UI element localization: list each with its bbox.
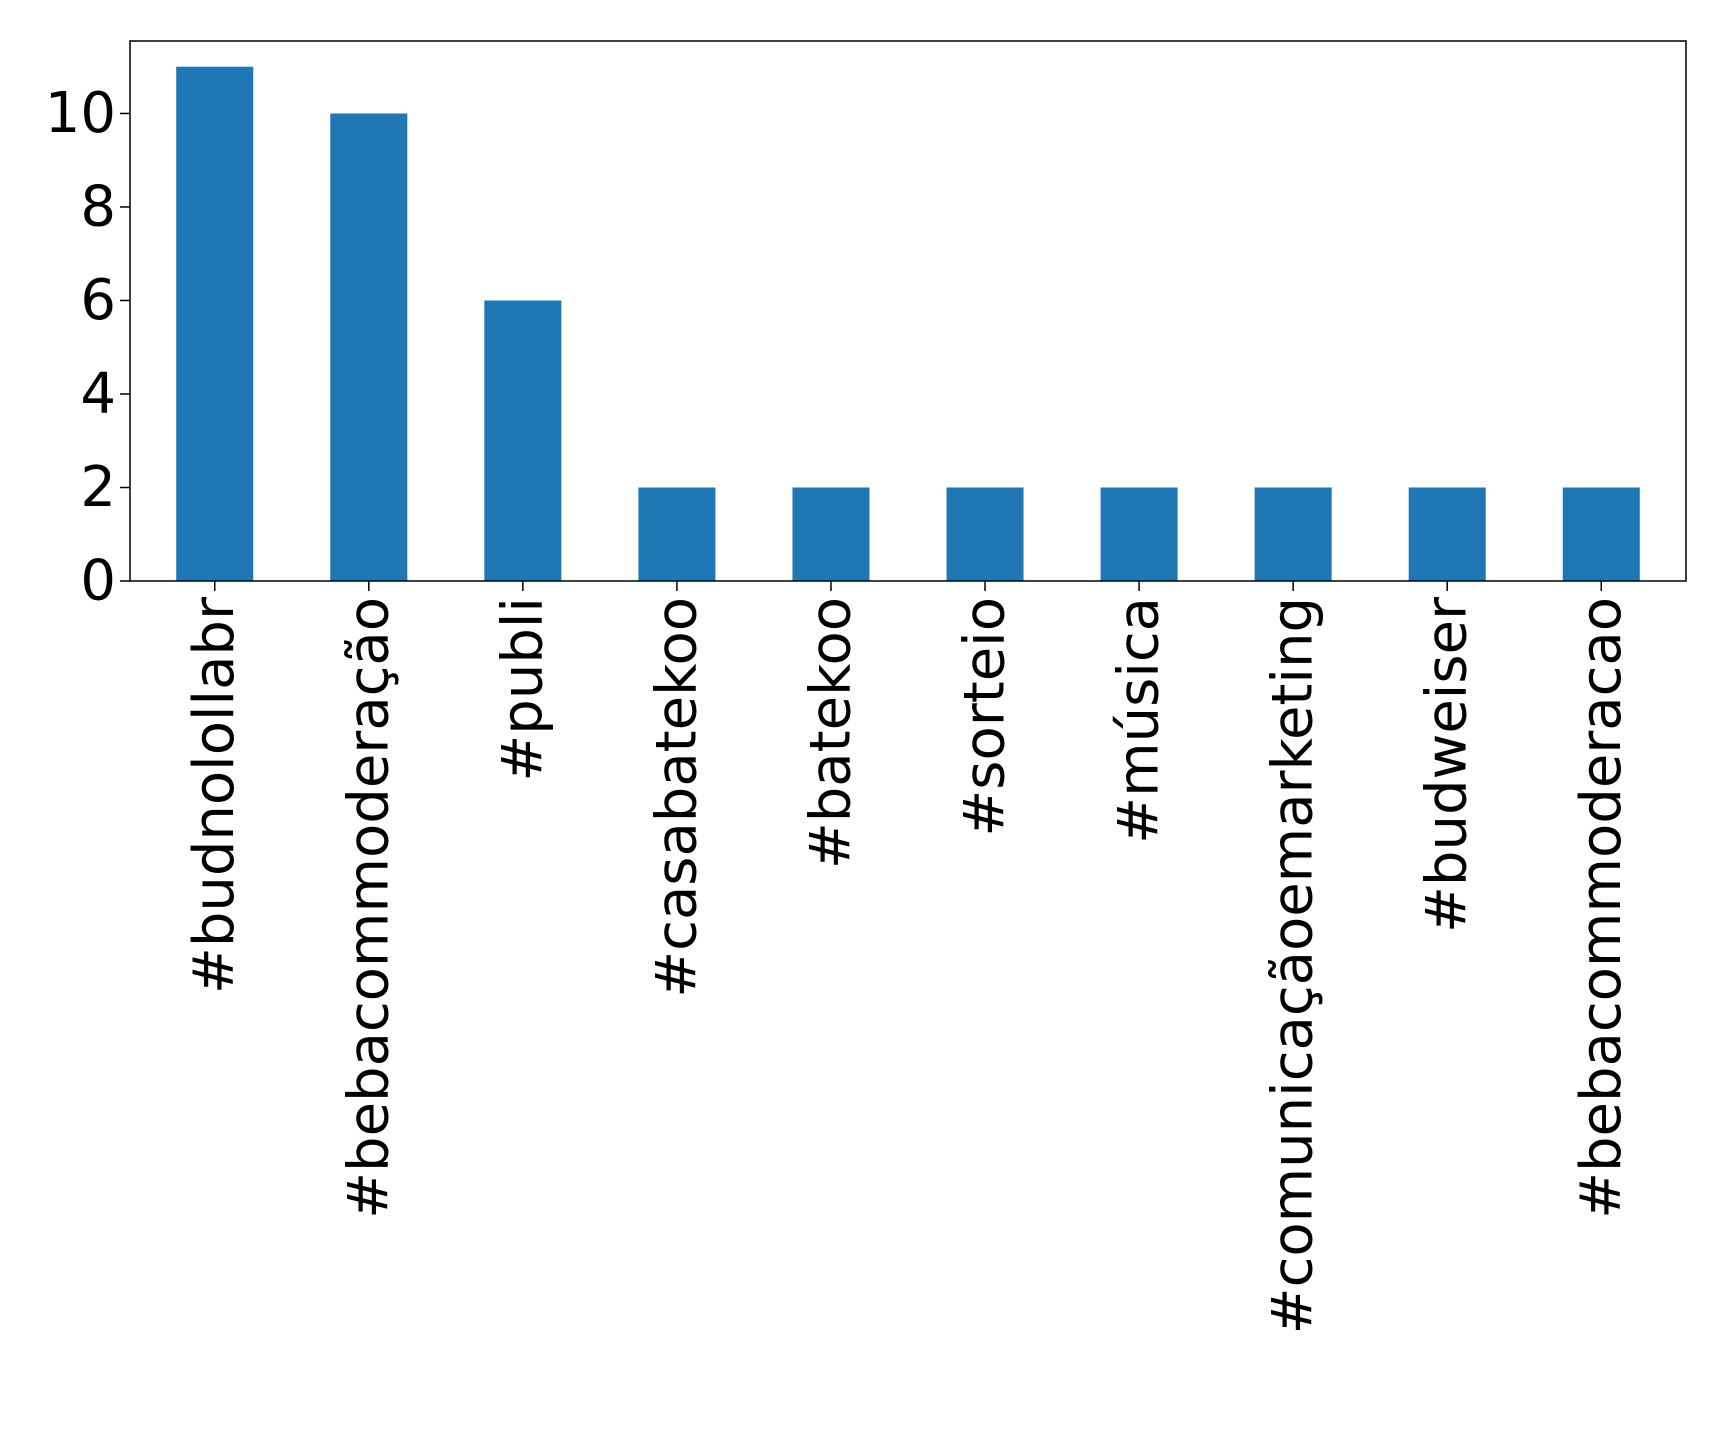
bar-5: [946, 487, 1024, 581]
bar-4: [792, 487, 870, 581]
x-tick-label-8: #budweiser: [1415, 596, 1480, 933]
x-axis: #budnolollabr #bebacommoderação #publi #cas…: [182, 581, 1634, 1334]
x-tick-label-2: #publi: [490, 597, 555, 782]
y-tick-label-0: 0: [80, 549, 116, 614]
bar-6: [1100, 487, 1178, 581]
bar-3: [638, 487, 716, 581]
x-tick-label-0: #budnolollabr: [182, 596, 247, 994]
x-tick-label-9: #bebacommoderacao: [1569, 597, 1634, 1219]
x-tick-label-7: #comunicaçãoemarketing: [1261, 597, 1326, 1334]
bar-7: [1254, 487, 1332, 581]
bar-9: [1562, 487, 1640, 581]
y-tick-label-2: 4: [80, 361, 116, 426]
plot-frame: [129, 40, 1687, 582]
bar-8: [1408, 487, 1486, 581]
bars-layer: [176, 66, 1640, 581]
y-axis: 0 2 4 6 8 10: [45, 81, 130, 614]
y-tick-label-5: 10: [45, 81, 116, 146]
x-tick-label-3: #casabatekoo: [644, 597, 709, 998]
x-tick-label-4: #batekoo: [798, 597, 863, 869]
y-tick-label-4: 8: [80, 174, 116, 239]
bar-1: [330, 113, 408, 581]
x-tick-label-5: #sorteio: [953, 597, 1018, 837]
bar-0: [176, 66, 254, 581]
x-tick-label-1: #bebacommoderação: [336, 597, 401, 1219]
x-tick-label-6: #música: [1107, 597, 1172, 844]
bar-2: [484, 300, 562, 581]
y-tick-label-1: 2: [80, 455, 116, 520]
y-tick-label-3: 6: [80, 268, 116, 333]
